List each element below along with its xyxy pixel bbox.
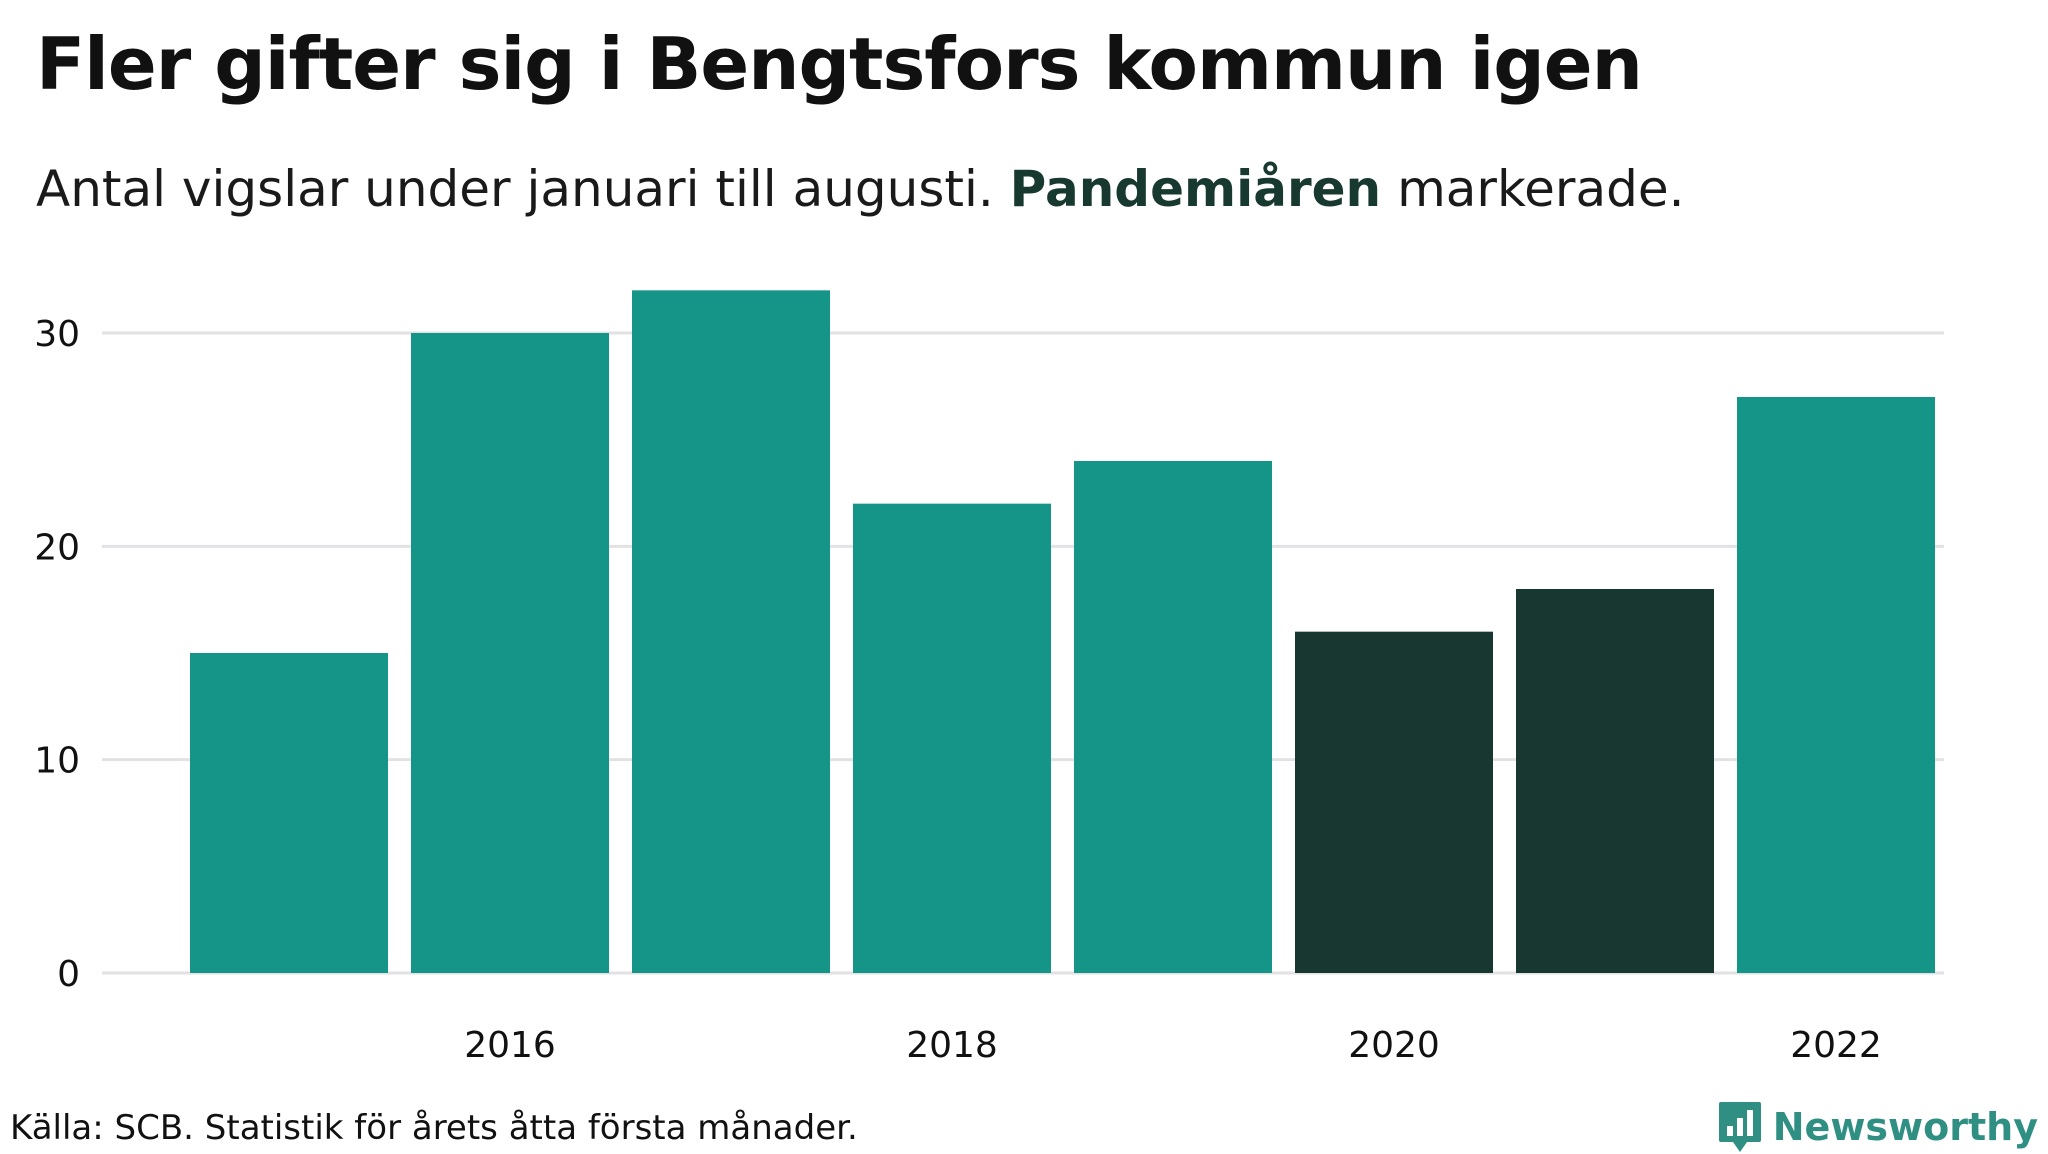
y-tick-label: 20 [34, 527, 80, 568]
bar-2022 [1737, 397, 1935, 973]
subtitle-highlight: Pandemiåren [1009, 160, 1382, 218]
subtitle-suffix: markerade. [1397, 160, 1685, 218]
bar-2016 [411, 333, 609, 973]
x-tick-label: 2018 [906, 1025, 998, 1066]
bar-2021 [1516, 589, 1714, 973]
bar-2018 [853, 503, 1051, 973]
chart-title: Fler gifter sig i Bengtsfors kommun igen [36, 22, 1643, 106]
brand-name: Newsworthy [1772, 1105, 2038, 1149]
bar-2019 [1074, 461, 1272, 973]
y-tick-label: 10 [34, 741, 80, 782]
x-tick-label: 2022 [1790, 1025, 1882, 1066]
chart-subtitle: Antal vigslar under januari till augusti… [36, 160, 1685, 218]
source-note: Källa: SCB. Statistik för årets åtta för… [10, 1108, 858, 1148]
x-tick-label: 2020 [1348, 1025, 1440, 1066]
bar-2017 [632, 290, 830, 973]
x-tick-label: 2016 [464, 1025, 556, 1066]
bar-2015 [190, 653, 388, 973]
subtitle-text: Antal vigslar under januari till augusti… [36, 160, 994, 218]
bar-2020 [1295, 631, 1493, 973]
brand: Newsworthy [1717, 1100, 2038, 1154]
newsworthy-logo-icon [1718, 1102, 1761, 1152]
bar-chart: 0 10 20 30 2016 2018 2020 2022 [34, 290, 1944, 1066]
y-tick-label: 0 [57, 954, 80, 995]
y-tick-label: 30 [34, 314, 80, 355]
